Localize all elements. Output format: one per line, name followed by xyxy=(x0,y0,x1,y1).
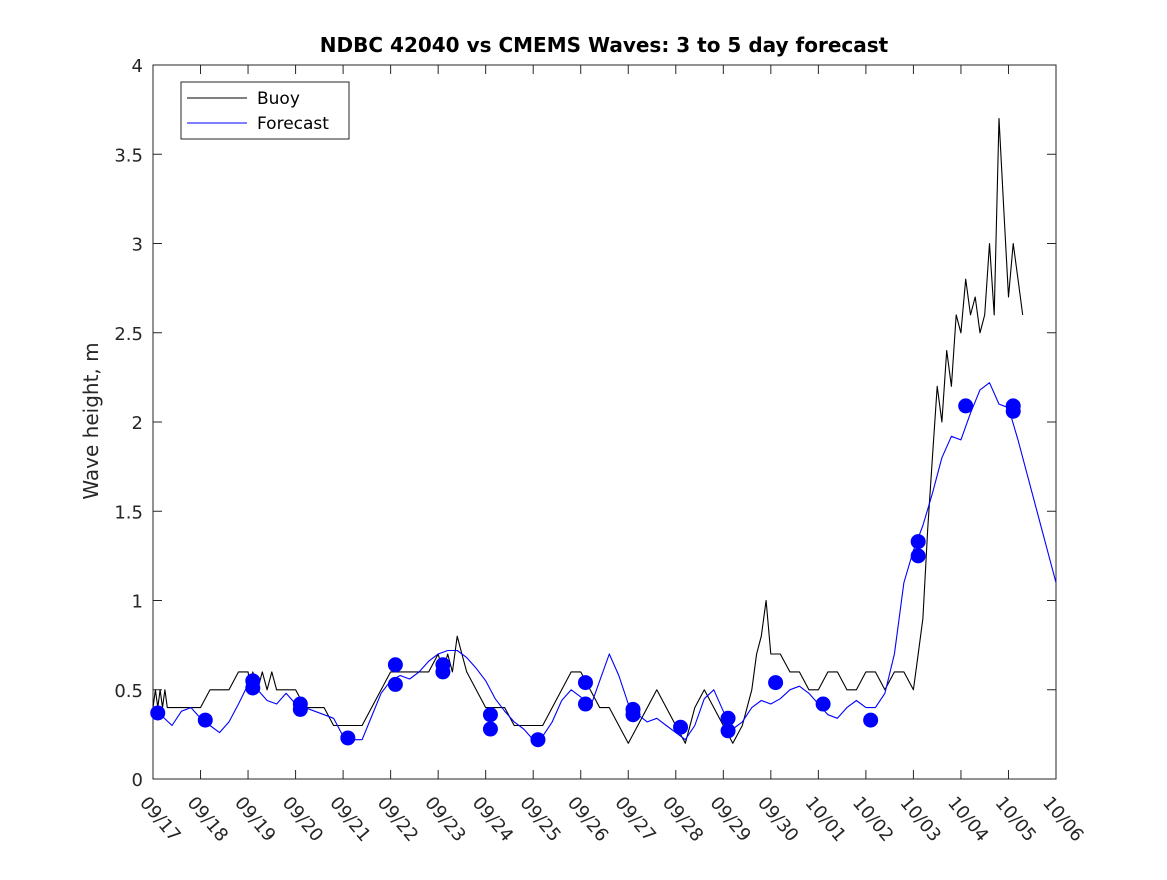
y-axis-label: Wave height, m xyxy=(79,342,103,499)
forecast-marker xyxy=(340,730,356,746)
y-tick-label: 1.5 xyxy=(114,502,143,523)
forecast-marker xyxy=(292,701,308,717)
forecast-marker xyxy=(387,676,403,692)
y-tick-label: 4 xyxy=(132,56,143,77)
y-tick-label: 3 xyxy=(132,235,143,256)
forecast-marker xyxy=(958,398,974,414)
y-tick-label: 2 xyxy=(132,413,143,434)
forecast-marker xyxy=(815,696,831,712)
forecast-marker xyxy=(625,707,641,723)
forecast-marker xyxy=(387,657,403,673)
y-tick-label: 0.5 xyxy=(114,681,143,702)
forecast-marker xyxy=(1005,403,1021,419)
y-tick-label: 2.5 xyxy=(114,324,143,345)
legend-label-buoy: Buoy xyxy=(257,89,300,109)
forecast-marker xyxy=(482,721,498,737)
forecast-marker xyxy=(197,712,213,728)
y-tick-label: 3.5 xyxy=(114,145,143,166)
forecast-marker xyxy=(910,534,926,550)
forecast-marker xyxy=(863,712,879,728)
forecast-marker xyxy=(435,664,451,680)
series-line-buoy xyxy=(152,117,1024,744)
forecast-marker xyxy=(150,705,166,721)
chart-title: NDBC 42040 vs CMEMS Waves: 3 to 5 day fo… xyxy=(320,33,889,57)
forecast-marker xyxy=(720,710,736,726)
forecast-marker xyxy=(577,675,593,691)
y-tick-label: 0 xyxy=(132,770,143,791)
y-tick-label: 1 xyxy=(132,592,143,613)
forecast-marker xyxy=(530,732,546,748)
forecast-marker xyxy=(245,680,261,696)
legend-box xyxy=(180,81,350,140)
forecast-marker xyxy=(910,548,926,564)
forecast-marker xyxy=(577,696,593,712)
forecast-marker xyxy=(768,675,784,691)
legend: Buoy Forecast xyxy=(180,81,350,140)
forecast-marker xyxy=(482,707,498,723)
forecast-marker xyxy=(720,723,736,739)
legend-label-forecast: Forecast xyxy=(257,114,329,134)
forecast-marker xyxy=(673,719,689,735)
